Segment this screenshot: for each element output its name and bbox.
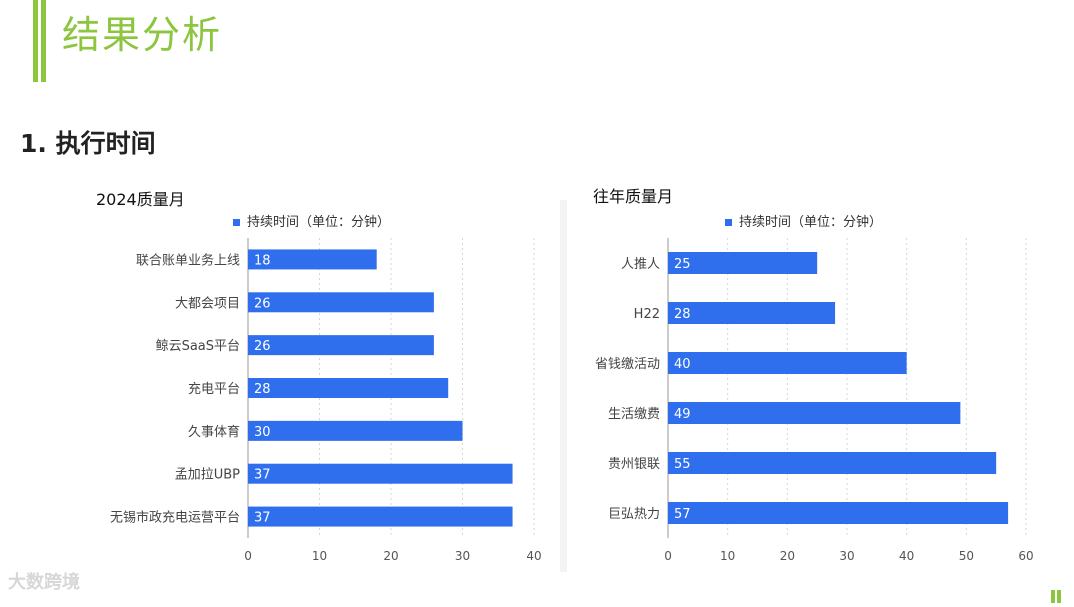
chart-2-bar [668,452,997,474]
chart-1-x-tick-label: 0 [244,549,252,563]
chart-1-x-tick-label: 10 [312,549,327,563]
chart-1-bar [248,378,449,398]
chart-2-data-label: 28 [674,307,691,322]
chart-2-bar [668,352,907,374]
chart-1-bar [248,463,513,484]
chart-1-category-label: 久事体育 [188,424,240,440]
chart-1-category-label: 充电平台 [188,381,240,397]
chart-1-x-tick-label: 30 [455,549,470,563]
chart-1-category-label: 无锡市政充电运营平台 [110,510,240,526]
chart-2-data-label: 40 [674,357,691,372]
chart-2-data-label: 49 [674,407,691,422]
chart-2-title: 往年质量月 [593,187,674,206]
chart-2-category-label: 生活缴费 [608,407,660,422]
chart-2-legend-swatch [725,219,732,226]
chart-2: 持续时间（单位：分钟） 0 10 20 30 40 50 60 25 人推人 28 H22 40 省钱缴活… [595,214,1034,563]
title-accent-bar-inner [41,0,46,82]
corner-mark [1051,588,1064,603]
chart-1-bar [248,249,377,270]
chart-1-bar [248,292,434,313]
chart-1-category-label: 孟加拉UBP [175,468,240,483]
chart-1-data-label: 30 [254,425,271,440]
chart-2-x-tick-label: 60 [1018,549,1033,563]
chart-2-x-tick-label: 30 [839,549,854,563]
watermark: 大数跨境 [8,572,80,593]
chart-1-title: 2024质量月 [96,190,185,209]
chart-2-x-tick-label: 0 [664,549,672,563]
chart-2-category-label: 人推人 [621,257,660,272]
chart-1-data-label: 26 [254,296,271,311]
title-accent-bar-outer [33,0,38,82]
chart-1-category-label: 联合账单业务上线 [136,252,240,268]
chart-1-data-label: 37 [254,468,271,483]
chart-2-bar [668,302,836,324]
chart-1: 持续时间（单位：分钟） 0 10 20 30 40 18 联合账单业务上线 26 大都会项目 26 鲸… [110,214,542,563]
chart-2-category-label: 贵州银联 [608,457,660,472]
chart-1-bar [248,506,513,527]
chart-2-data-label: 55 [674,457,691,472]
chart-1-legend-label: 持续时间（单位：分钟） [247,214,390,230]
chart-2-category-label: H22 [634,307,660,322]
chart-1-data-label: 26 [254,339,271,354]
chart-2-category-label: 巨弘热力 [608,507,660,522]
chart-divider [560,200,567,572]
chart-2-category-label: 省钱缴活动 [595,357,660,372]
section-title: 1. 执行时间 [20,129,156,158]
chart-1-legend-swatch [233,219,240,226]
chart-2-bar [668,402,961,424]
chart-2-data-label: 25 [674,257,691,272]
chart-2-data-label: 57 [674,507,691,522]
chart-1-x-tick-label: 40 [526,549,541,563]
chart-1-x-tick-label: 20 [383,549,398,563]
chart-2-x-tick-label: 10 [720,549,735,563]
chart-2-x-tick-label: 20 [780,549,795,563]
chart-2-x-tick-label: 40 [899,549,914,563]
chart-2-bar [668,252,818,274]
page-title: 结果分析 [62,13,223,57]
chart-1-data-label: 28 [254,382,271,397]
chart-1-category-label: 鲸云SaaS平台 [156,339,240,354]
chart-2-x-tick-label: 50 [959,549,974,563]
chart-1-bar [248,420,463,441]
chart-1-bar [248,335,434,356]
chart-1-category-label: 大都会项目 [175,296,240,311]
chart-2-legend-label: 持续时间（单位：分钟） [739,214,882,230]
chart-1-data-label: 18 [254,253,271,268]
chart-1-data-label: 37 [254,511,271,526]
chart-2-bar [668,502,1009,524]
